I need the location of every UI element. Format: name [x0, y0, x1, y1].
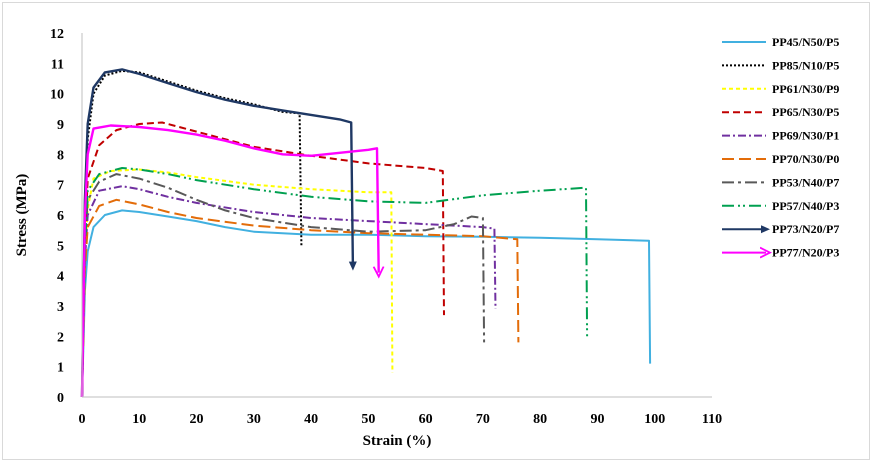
- y-tick-label: 5: [57, 239, 64, 254]
- series-line-6: [81, 198, 520, 398]
- y-tick-label: 4: [57, 270, 64, 285]
- y-axis-label: Stress (MPa): [14, 174, 30, 257]
- x-tick-label: 10: [132, 412, 146, 427]
- y-tick-label: 3: [57, 300, 64, 315]
- y-tick-label: 8: [57, 148, 64, 163]
- series-line-10: [80, 124, 379, 398]
- legend-label: PP69/N30/P1: [772, 129, 839, 143]
- y-tick-label: 9: [57, 118, 64, 133]
- series-line-5: [81, 185, 497, 398]
- x-tick-label: 30: [247, 412, 261, 427]
- legend: PP45/N50/P5 PP85/N10/P5 PP61/N30/P9 PP65/N3…: [722, 35, 839, 260]
- series-line-3: [81, 168, 394, 398]
- y-tick-label: 12: [50, 27, 64, 42]
- y-tick-label: 2: [57, 330, 64, 345]
- x-tick-label: 50: [361, 412, 375, 427]
- y-tick-label: 0: [57, 391, 64, 406]
- x-tick-label: 60: [419, 412, 433, 427]
- x-tick-label: 90: [590, 412, 604, 427]
- x-tick-label: 0: [79, 412, 86, 427]
- y-tick-label: 11: [51, 57, 64, 72]
- series-line-9: [80, 68, 357, 398]
- x-tick-label: 100: [644, 412, 665, 427]
- y-tick-label: 7: [57, 179, 64, 194]
- legend-label: PP45/N50/P5: [772, 35, 839, 49]
- legend-label: PP65/N30/P5: [772, 105, 839, 119]
- series-layer: [80, 68, 652, 398]
- x-tick-label: 40: [304, 412, 318, 427]
- y-tick-label: 6: [57, 209, 64, 224]
- x-tick-label: 20: [190, 412, 204, 427]
- x-tick-label: 110: [702, 412, 722, 427]
- series-line-7: [81, 173, 486, 398]
- series-line-4: [81, 121, 445, 398]
- legend-label: PP61/N30/P9: [772, 82, 839, 96]
- series-line-2: [81, 69, 303, 398]
- axes-layer: [81, 33, 712, 398]
- x-axis-label: Strain (%): [363, 433, 432, 449]
- legend-label: PP53/N40/P7: [772, 175, 839, 189]
- legend-label: PP73/N20/P7: [772, 222, 839, 236]
- x-tick-label: 80: [533, 412, 547, 427]
- legend-label: PP77/N20/P3: [772, 246, 839, 260]
- y-tick-label: 1: [57, 361, 64, 376]
- legend-label: PP85/N10/P5: [772, 58, 839, 72]
- legend-label: PP57/N40/P3: [772, 199, 839, 213]
- y-tick-label: 10: [50, 88, 64, 103]
- legend-label: PP70/N30/P0: [772, 152, 839, 166]
- series-line-1: [81, 209, 652, 398]
- x-tick-label: 70: [476, 412, 490, 427]
- x-tick-labels: 0 10 20 30 40 50 60 70 80 90 100 110: [79, 412, 723, 427]
- series-line-8: [81, 167, 589, 398]
